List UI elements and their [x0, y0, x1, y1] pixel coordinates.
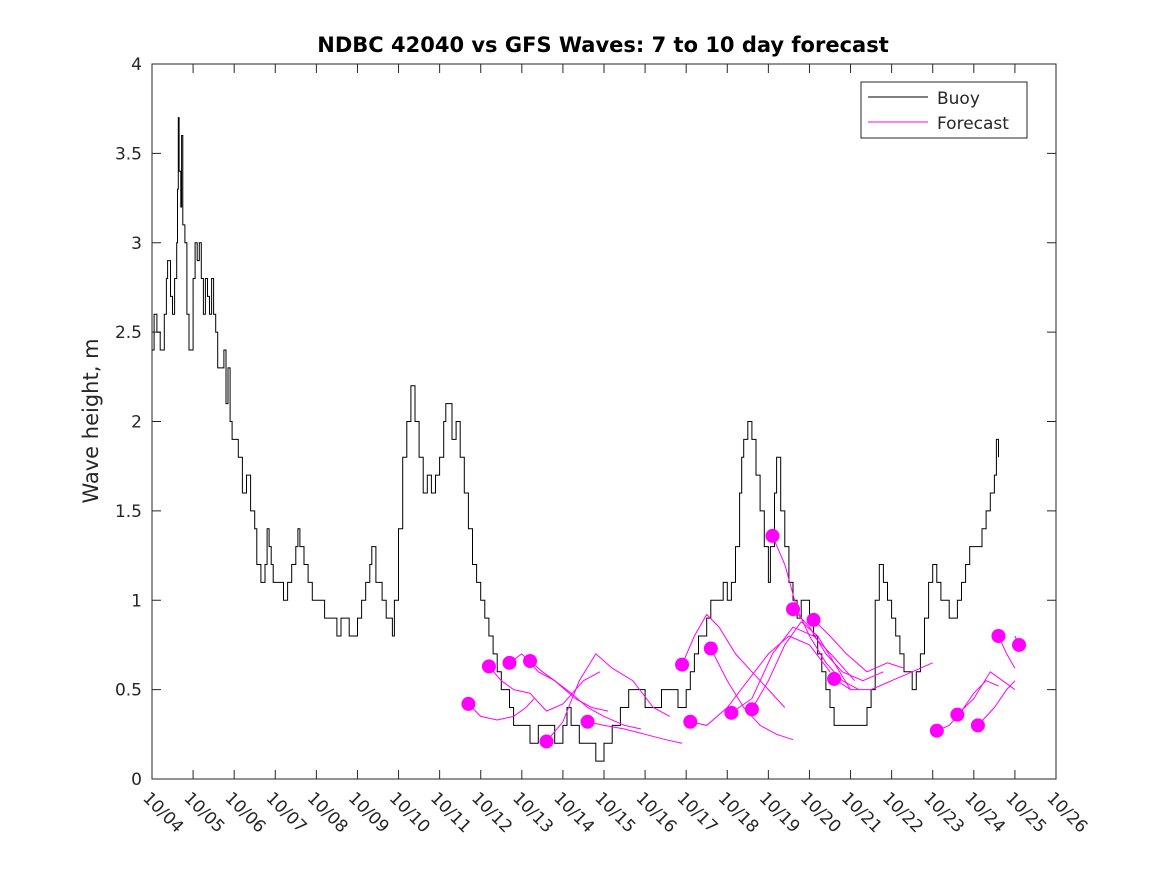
forecast-run-line: [587, 721, 683, 744]
forecast-run-line: [488, 666, 601, 712]
y-tick-label: 2: [131, 413, 142, 433]
y-tick-label: 4: [131, 55, 142, 75]
forecast-run-line: [710, 648, 794, 741]
legend-box: [860, 81, 1028, 139]
forecast-run-line: [977, 680, 1016, 726]
forecast-start-marker: [502, 655, 517, 670]
forecast-start-marker: [765, 528, 780, 543]
forecast-run-line: [529, 660, 642, 730]
forecast-run-line: [681, 613, 786, 708]
y-tick-label: 3.5: [115, 144, 142, 164]
plot-area: [151, 63, 1057, 780]
y-tick-label: 2.5: [115, 323, 142, 343]
forecast-start-marker: [580, 714, 595, 729]
forecast-run-line: [731, 626, 856, 714]
y-tick-label: 0: [131, 770, 142, 790]
forecast-start-marker: [744, 702, 759, 717]
forecast-start-marker: [461, 696, 476, 711]
forecast-run-line: [833, 662, 933, 691]
forecast-start-marker: [539, 734, 554, 749]
forecast-series-lines: [468, 535, 1020, 744]
forecast-start-marker: [950, 707, 965, 722]
forecast-start-marker: [806, 612, 821, 627]
forecast-start-marker: [1012, 637, 1027, 652]
forecast-run-line: [792, 608, 884, 682]
legend: Buoy Forecast: [860, 81, 1028, 139]
y-tick-label: 0.5: [115, 681, 142, 701]
forecast-start-marker: [786, 602, 801, 617]
y-axis: 0 0.5 1 1.5 2 2.5 3 3.5 4: [115, 55, 1056, 790]
chart-title: NDBC 42040 vs GFS Waves: 7 to 10 day for…: [317, 33, 888, 57]
y-tick-label: 1.5: [115, 502, 142, 522]
forecast-run-line: [468, 698, 535, 721]
forecast-start-marker: [481, 659, 496, 674]
forecast-start-marker: [523, 654, 538, 669]
y-tick-label: 1: [131, 591, 142, 611]
forecast-start-marker: [827, 671, 842, 686]
forecast-start-marker: [929, 723, 944, 738]
y-tick-label: 3: [131, 234, 142, 254]
forecast-run-line: [772, 535, 860, 691]
y-axis-label: Wave height, m: [79, 338, 103, 503]
forecast-run-line: [813, 619, 905, 673]
forecast-run-line: [957, 671, 1016, 715]
forecast-start-marker: [683, 714, 698, 729]
legend-buoy-label: Buoy: [937, 89, 980, 109]
forecast-run-line: [546, 653, 670, 742]
forecast-run-line: [690, 635, 831, 726]
series-layer: [152, 117, 1027, 762]
forecast-start-marker: [970, 718, 985, 733]
forecast-start-marker: [991, 629, 1006, 643]
forecast-start-marker: [724, 705, 739, 720]
forecast-run-line: [936, 680, 999, 732]
buoy-series-line: [152, 117, 999, 762]
forecast-start-marker: [675, 657, 690, 672]
forecast-start-marker: [703, 641, 718, 656]
legend-forecast-label: Forecast: [937, 114, 1009, 134]
forecast-markers: [461, 528, 1027, 749]
